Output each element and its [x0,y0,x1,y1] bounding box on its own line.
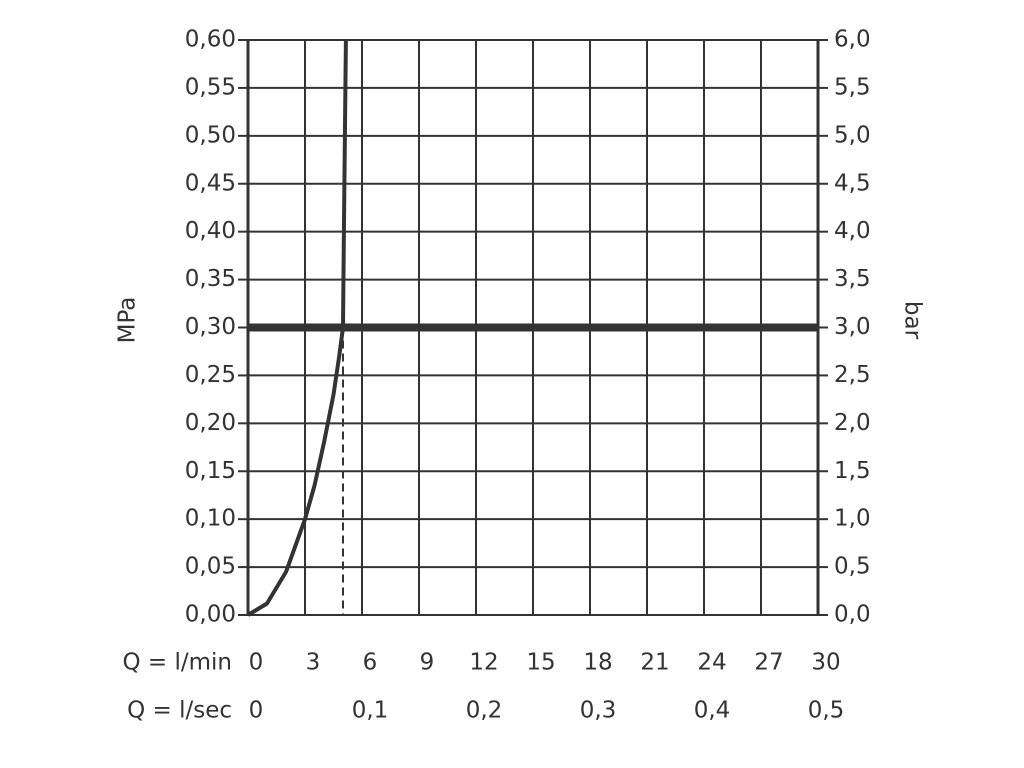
y2-tick-label: 2,5 [834,362,871,388]
x2-tick-label: 0,4 [694,698,731,724]
x-tick-label: 6 [363,650,378,676]
y2-tick-label: 5,0 [834,122,871,148]
y-tick-label: 0,40 [185,218,236,244]
x-tick-label: 24 [697,650,726,676]
x2-tick-label: 0,2 [466,698,503,724]
x-tick-label: 0 [249,650,264,676]
y-tick-label: 0,15 [185,458,236,484]
x2-tick-label: 0,1 [352,698,389,724]
y2-tick-label: 4,5 [834,170,871,196]
x-tick-label: 15 [526,650,555,676]
y2-tick-label: 3,0 [834,314,871,340]
y2-tick-label: 6,0 [834,27,871,53]
y2-axis-label: bar [900,301,926,340]
y-tick-label: 0,00 [185,602,236,628]
y-tick-label: 0,50 [185,122,236,148]
y-tick-label: 0,10 [185,506,236,532]
y-tick-label: 0,45 [185,170,236,196]
y-tick-label: 0,60 [185,27,236,53]
x-tick-label: 12 [469,650,498,676]
y2-tick-label: 0,5 [834,554,871,580]
x-axis-label: Q = l/min [122,650,232,676]
y2-tick-label: 5,5 [834,74,871,100]
y2-tick-label: 2,0 [834,410,871,436]
y-tick-label: 0,35 [185,266,236,292]
y-tick-label: 0,55 [185,74,236,100]
y2-tick-label: 1,5 [834,458,871,484]
x-tick-label: 30 [811,650,840,676]
y2-tick-label: 3,5 [834,266,871,292]
y-tick-label: 0,25 [185,362,236,388]
x-tick-label: 27 [754,650,783,676]
y-tick-label: 0,05 [185,554,236,580]
x2-tick-label: 0,3 [580,698,617,724]
x-tick-label: 21 [640,650,669,676]
curve [246,39,348,617]
y-axis-label: MPa [115,297,141,344]
y2-tick-label: 0,0 [834,602,871,628]
x2-tick-label: 0 [249,698,264,724]
x-tick-label: 9 [420,650,435,676]
y2-tick-label: 4,0 [834,218,871,244]
x2-axis-label: Q = l/sec [127,698,232,724]
y-tick-label: 0,20 [185,410,236,436]
x2-tick-label: 0,5 [808,698,845,724]
y2-tick-label: 1,0 [834,506,871,532]
x-tick-label: 3 [306,650,321,676]
x-tick-label: 18 [583,650,612,676]
y-tick-label: 0,30 [185,314,236,340]
